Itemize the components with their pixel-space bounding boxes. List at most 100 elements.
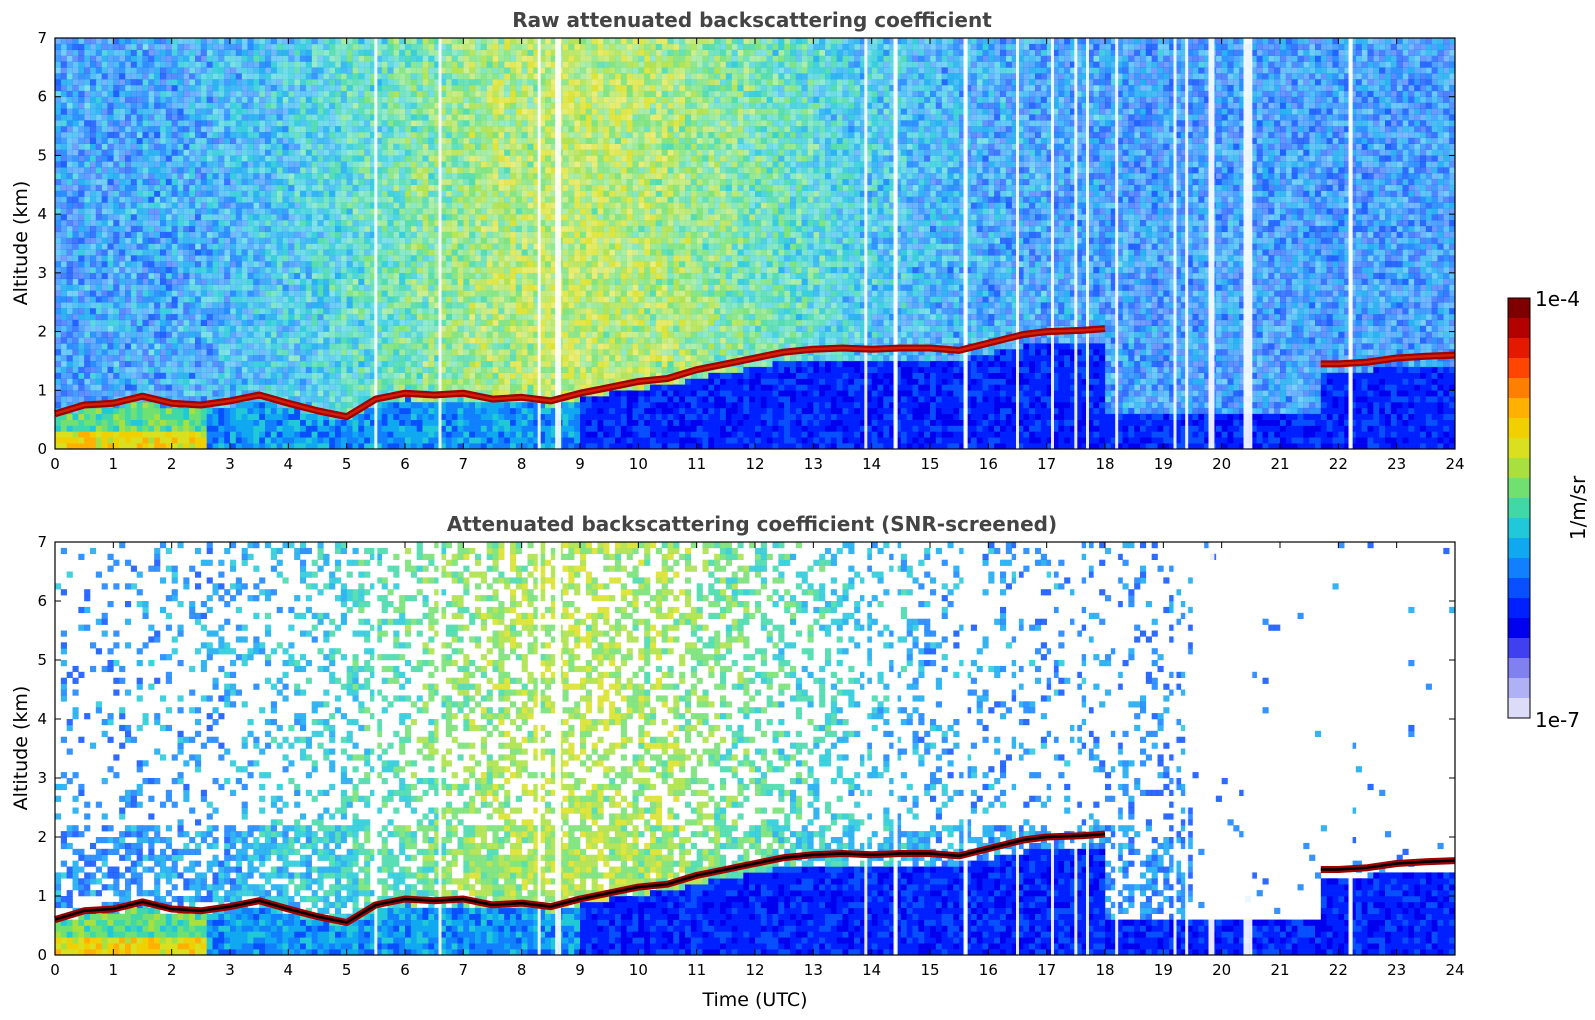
- heatmap-cell: [241, 38, 248, 45]
- heatmap-cell: [451, 313, 458, 321]
- heatmap-cell: [235, 137, 242, 144]
- heatmap-cell: [142, 355, 149, 362]
- heatmap-cell: [387, 284, 394, 291]
- heatmap-cell: [265, 149, 272, 156]
- heatmap-cell: [329, 325, 336, 332]
- heatmap-cell: [381, 325, 388, 332]
- heatmap-cell: [113, 149, 120, 156]
- heatmap-cell: [55, 366, 62, 373]
- heatmap-cell: [358, 208, 365, 215]
- heatmap-cell: [230, 237, 237, 244]
- heatmap-cell: [335, 173, 342, 180]
- heatmap-cell: [387, 319, 394, 326]
- heatmap-cell: [457, 284, 464, 291]
- heatmap-cell: [101, 90, 108, 98]
- heatmap-cell: [95, 343, 102, 350]
- heatmap-cell: [177, 319, 184, 326]
- heatmap-cell: [60, 79, 67, 86]
- heatmap-cell: [154, 178, 161, 186]
- heatmap-cell: [253, 296, 260, 303]
- heatmap-cell: [346, 96, 353, 103]
- heatmap-cell: [60, 349, 67, 356]
- heatmap-cell: [393, 413, 400, 420]
- heatmap-cell: [294, 214, 301, 221]
- heatmap-cell: [387, 202, 394, 209]
- heatmap-cell: [440, 278, 447, 285]
- heatmap-cell: [469, 407, 476, 415]
- heatmap-cell: [434, 108, 441, 115]
- heatmap-cell: [224, 43, 231, 51]
- heatmap-cell: [294, 366, 301, 373]
- heatmap-cell: [305, 302, 312, 309]
- heatmap-cell: [113, 61, 120, 68]
- heatmap-cell: [72, 390, 79, 397]
- heatmap-cell: [247, 349, 254, 356]
- heatmap-cell: [84, 208, 91, 215]
- heatmap-cell: [265, 431, 272, 438]
- heatmap-cell: [136, 190, 143, 197]
- heatmap-cell: [66, 167, 73, 174]
- heatmap-cell: [335, 161, 342, 168]
- heatmap-cell: [154, 49, 161, 56]
- heatmap-cell: [410, 313, 417, 321]
- heatmap-cell: [224, 331, 231, 338]
- heatmap-cell: [434, 137, 441, 144]
- heatmap-cell: [393, 319, 400, 326]
- heatmap-cell: [311, 126, 318, 133]
- heatmap-cell: [259, 61, 266, 68]
- heatmap-cell: [428, 296, 435, 303]
- heatmap-cell: [323, 261, 330, 268]
- heatmap-cell: [101, 167, 108, 174]
- heatmap-cell: [241, 155, 248, 162]
- heatmap-cell: [300, 137, 307, 144]
- heatmap-cell: [340, 143, 347, 150]
- heatmap-cell: [154, 220, 161, 227]
- heatmap-cell: [463, 290, 470, 297]
- heatmap-cell: [416, 313, 423, 321]
- heatmap-cell: [399, 372, 406, 379]
- heatmap-cell: [311, 261, 318, 268]
- heatmap-cell: [265, 355, 272, 362]
- heatmap-cell: [125, 131, 132, 139]
- heatmap-cell: [253, 114, 260, 121]
- heatmap-cell: [422, 360, 429, 368]
- heatmap-cell: [364, 178, 371, 186]
- heatmap-cell: [428, 261, 435, 268]
- heatmap-cell: [95, 143, 102, 150]
- heatmap-cell: [241, 55, 248, 62]
- heatmap-cell: [84, 296, 91, 303]
- heatmap-cell: [393, 90, 400, 98]
- heatmap-cell: [410, 443, 417, 450]
- heatmap-cell: [370, 149, 377, 156]
- heatmap-cell: [434, 237, 441, 244]
- heatmap-cell: [66, 96, 73, 103]
- heatmap-cell: [300, 431, 307, 438]
- heatmap-cell: [212, 90, 219, 98]
- heatmap-cell: [60, 255, 67, 262]
- heatmap-cell: [125, 96, 132, 103]
- heatmap-cell: [177, 61, 184, 68]
- heatmap-cell: [95, 61, 102, 68]
- heatmap-cell: [265, 137, 272, 144]
- heatmap-cell: [282, 184, 289, 191]
- heatmap-cell: [195, 84, 202, 92]
- heatmap-cell: [405, 419, 412, 426]
- heatmap-cell: [165, 302, 172, 309]
- heatmap-cell: [90, 261, 97, 268]
- heatmap-cell: [405, 384, 412, 391]
- heatmap-cell: [142, 402, 149, 409]
- heatmap-cell: [276, 272, 283, 280]
- heatmap-cell: [300, 355, 307, 362]
- heatmap-cell: [107, 390, 114, 397]
- heatmap-cell: [282, 120, 289, 127]
- heatmap-cell: [183, 67, 190, 74]
- heatmap-cell: [183, 61, 190, 68]
- heatmap-cell: [107, 55, 114, 62]
- heatmap-cell: [160, 190, 167, 197]
- heatmap-cell: [113, 38, 120, 45]
- heatmap-cell: [189, 419, 196, 426]
- heatmap-cell: [294, 308, 301, 315]
- heatmap-cell: [90, 302, 97, 309]
- heatmap-cell: [329, 49, 336, 56]
- heatmap-cell: [410, 137, 417, 144]
